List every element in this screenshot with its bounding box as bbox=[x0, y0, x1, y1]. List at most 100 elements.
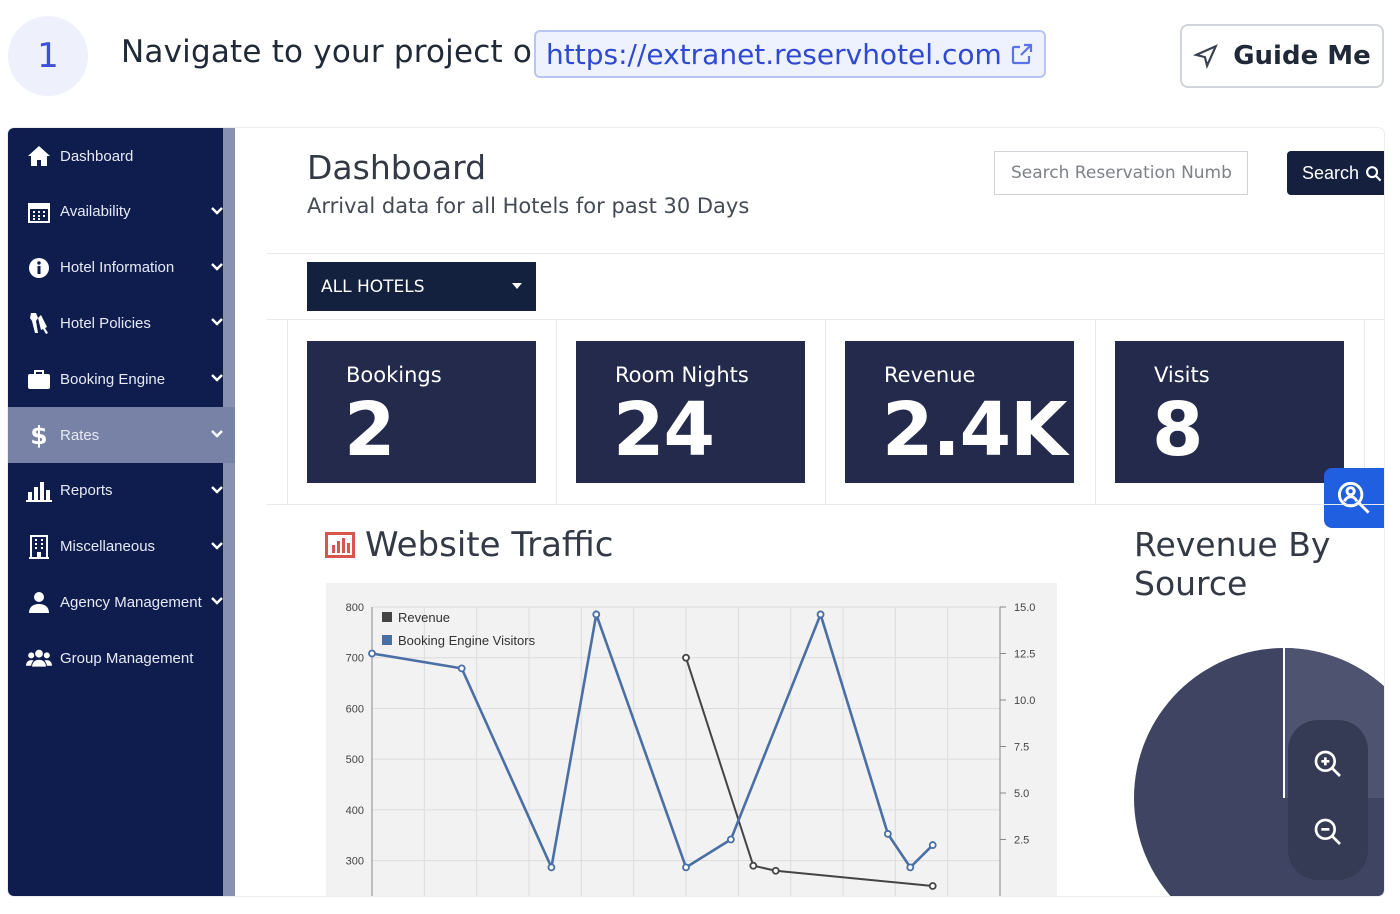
divider bbox=[267, 504, 1384, 505]
hotel-select[interactable]: ALL HOTELS bbox=[307, 262, 536, 311]
hotel-select-value: ALL HOTELS bbox=[321, 276, 425, 297]
sidebar-item-dashboard[interactable]: Dashboard bbox=[8, 128, 235, 184]
y-left-tick-label: 800 bbox=[346, 602, 364, 614]
dollar-icon: $ bbox=[26, 422, 52, 448]
y-right-tick-label: 15.0 bbox=[1014, 602, 1035, 614]
reservation-search-input[interactable] bbox=[994, 151, 1248, 195]
page-subtitle: Arrival data for all Hotels for past 30 … bbox=[307, 194, 750, 218]
sidebar-item-label: Group Management bbox=[60, 649, 194, 667]
users-icon bbox=[26, 645, 52, 671]
stat-label: Bookings bbox=[346, 363, 442, 387]
guide-me-label: Guide Me bbox=[1233, 41, 1371, 71]
legend-swatch bbox=[382, 612, 392, 622]
chevron-down-icon bbox=[211, 430, 223, 438]
y-left-tick-label: 400 bbox=[346, 805, 364, 817]
bar-chart-icon bbox=[26, 478, 52, 504]
search-button[interactable]: Search bbox=[1287, 151, 1384, 195]
sidebar-item-hotel-policies[interactable]: Hotel Policies bbox=[8, 295, 235, 351]
column-divider bbox=[1364, 320, 1365, 504]
legend-label: Booking Engine Visitors bbox=[398, 633, 536, 648]
sidebar-item-booking-engine[interactable]: Booking Engine bbox=[8, 351, 235, 407]
divider bbox=[267, 253, 1384, 254]
stat-label: Revenue bbox=[884, 363, 976, 387]
sidebar-item-hotel-information[interactable]: Hotel Information bbox=[8, 240, 235, 296]
external-link-icon bbox=[1011, 43, 1032, 65]
sidebar-item-label: Rates bbox=[60, 426, 100, 444]
column-divider bbox=[287, 320, 288, 504]
legend-label: Revenue bbox=[398, 610, 450, 625]
stat-value: 8 bbox=[1152, 387, 1203, 473]
home-icon bbox=[26, 143, 52, 169]
zoom-out-button[interactable] bbox=[1308, 812, 1348, 852]
stat-card-revenue: Revenue 2.4K bbox=[845, 341, 1074, 483]
data-point bbox=[368, 649, 376, 658]
sidebar bbox=[8, 128, 223, 896]
page-title: Dashboard bbox=[307, 148, 487, 187]
stat-card-visits: Visits 8 bbox=[1115, 341, 1344, 483]
bar-chart-icon bbox=[325, 532, 355, 558]
chevron-down-icon bbox=[211, 318, 223, 327]
revenue-by-source-title: Revenue By Source bbox=[1134, 525, 1331, 603]
sidebar-item-label: Availability bbox=[60, 203, 131, 221]
data-point bbox=[906, 863, 915, 872]
caret-down-icon bbox=[512, 283, 522, 289]
sidebar-item-agency-management[interactable]: Agency Management bbox=[8, 574, 235, 630]
chevron-down-icon bbox=[211, 262, 223, 271]
chevron-down-icon bbox=[211, 374, 223, 382]
sidebar-item-label: Reports bbox=[60, 482, 113, 500]
sidebar-item-label: Hotel Policies bbox=[60, 314, 151, 332]
sidebar-item-label: Booking Engine bbox=[60, 370, 166, 388]
chevron-down-icon bbox=[211, 485, 223, 494]
y-right-tick-label: 10.0 bbox=[1014, 695, 1035, 707]
data-point bbox=[682, 653, 690, 662]
zoom-in-button[interactable] bbox=[1308, 744, 1348, 784]
website-traffic-chart: 800 700 600 500 400 300 15.0 12.5 10.0 7.5 5.0 2.5 R… bbox=[326, 583, 1057, 896]
column-divider bbox=[1095, 320, 1096, 504]
svg-text:$: $ bbox=[30, 422, 47, 448]
chevron-down-icon bbox=[211, 541, 223, 550]
sidebar-item-group-management[interactable]: Group Management bbox=[8, 630, 235, 686]
data-point bbox=[816, 610, 825, 619]
data-point bbox=[592, 610, 601, 619]
sidebar-item-rates[interactable]: $ Rates bbox=[8, 407, 235, 463]
data-point bbox=[928, 882, 937, 890]
legend-swatch bbox=[382, 635, 392, 645]
zoom-controls bbox=[1288, 720, 1368, 880]
guide-me-button[interactable]: Guide Me bbox=[1180, 24, 1384, 88]
stat-value: 2.4K bbox=[882, 387, 1067, 473]
column-divider bbox=[825, 320, 826, 504]
step-number: 1 bbox=[8, 16, 88, 96]
series-line-revenue bbox=[685, 657, 933, 887]
column-divider bbox=[556, 320, 557, 504]
info-icon bbox=[26, 255, 52, 281]
series-line-booking-engine-visitors bbox=[371, 609, 934, 872]
sidebar-item-miscellaneous[interactable]: Miscellaneous bbox=[8, 519, 235, 575]
data-point bbox=[726, 835, 735, 844]
sidebar-item-availability[interactable]: Availability bbox=[8, 184, 235, 240]
data-point bbox=[547, 863, 556, 872]
chart-svg: 800 700 600 500 400 300 15.0 12.5 10.0 7.5 5.0 2.5 R… bbox=[346, 602, 1035, 896]
data-point bbox=[928, 841, 937, 849]
user-search-icon bbox=[1337, 481, 1370, 514]
y-right-tick-label: 2.5 bbox=[1014, 835, 1029, 847]
tools-icon bbox=[26, 310, 52, 336]
accessibility-inspect-button[interactable] bbox=[1324, 468, 1384, 528]
data-point bbox=[883, 830, 892, 838]
extranet-link-text: https://extranet.reservhotel.com bbox=[546, 37, 1002, 71]
y-left-tick-label: 700 bbox=[346, 653, 364, 665]
search-button-label: Search bbox=[1301, 162, 1360, 183]
y-left-tick-label: 300 bbox=[346, 856, 364, 868]
stat-label: Room Nights bbox=[615, 363, 749, 387]
briefcase-icon bbox=[26, 366, 52, 392]
sidebar-scroll-edge bbox=[223, 128, 235, 896]
stat-label: Visits bbox=[1154, 363, 1210, 387]
stat-card-room-nights: Room Nights 24 bbox=[576, 341, 805, 483]
stat-card-bookings: Bookings 2 bbox=[307, 341, 536, 483]
main-content: Dashboard Arrival data for all Hotels fo… bbox=[235, 128, 1384, 896]
stat-value: 2 bbox=[344, 387, 395, 473]
app-window: Dashboard Availability Hotel Information Ho… bbox=[8, 128, 1384, 896]
extranet-link[interactable]: https://extranet.reservhotel.com bbox=[534, 30, 1046, 78]
sidebar-item-reports[interactable]: Reports bbox=[8, 463, 235, 519]
data-point bbox=[749, 861, 758, 870]
stat-value: 24 bbox=[613, 387, 715, 473]
